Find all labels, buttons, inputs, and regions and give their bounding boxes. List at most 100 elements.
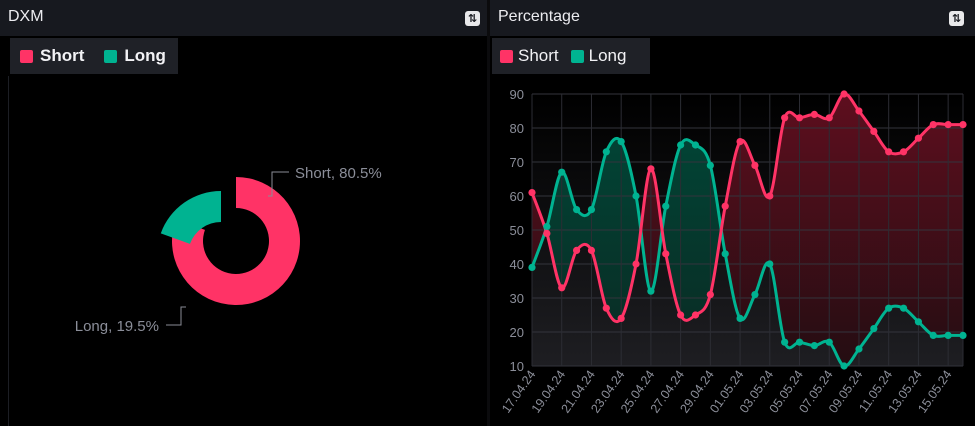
dxm-panel-header: DXM ⇅ — [0, 0, 487, 36]
data-point-long[interactable] — [855, 345, 863, 353]
percentage-panel-title: Percentage — [498, 8, 580, 25]
data-point-short[interactable] — [602, 304, 610, 312]
data-point-short[interactable] — [766, 192, 774, 200]
data-point-long[interactable] — [602, 148, 610, 156]
y-tick-label: 40 — [510, 257, 524, 272]
percentage-panel: Percentage ⇅ Short Long — [490, 0, 975, 426]
legend-label-short: Short — [40, 46, 85, 65]
data-point-long[interactable] — [558, 168, 566, 176]
chart-series — [528, 90, 967, 370]
legend-label-long: Long — [588, 46, 627, 65]
legend-swatch-long — [104, 49, 118, 63]
data-point-short[interactable] — [721, 202, 729, 210]
data-point-long[interactable] — [647, 287, 655, 295]
swap-vertical-icon[interactable]: ⇅ — [465, 11, 480, 26]
data-point-short[interactable] — [617, 314, 625, 322]
data-point-long[interactable] — [766, 260, 774, 268]
data-point-short[interactable] — [751, 161, 759, 169]
data-point-short[interactable] — [795, 114, 804, 122]
y-tick-label: 80 — [510, 121, 524, 136]
y-tick-label: 50 — [510, 223, 524, 238]
percentage-legend: Short Long — [492, 38, 651, 74]
data-point-long[interactable] — [810, 342, 818, 350]
data-point-short[interactable] — [543, 229, 551, 237]
data-point-long[interactable] — [587, 206, 596, 214]
legend-swatch-long — [570, 49, 584, 63]
pie-slice-short[interactable] — [172, 177, 301, 305]
legend-label-long: Long — [124, 46, 166, 65]
data-point-long[interactable] — [691, 141, 700, 149]
pie-data-label-short: Short, 80.5% — [295, 165, 382, 182]
y-tick-label: 90 — [510, 87, 524, 102]
data-point-long[interactable] — [721, 250, 729, 258]
data-point-short[interactable] — [825, 114, 833, 122]
legend-item-long[interactable]: Long — [570, 46, 627, 66]
data-point-short[interactable] — [929, 121, 937, 129]
data-point-long[interactable] — [899, 304, 908, 312]
pie-data-label-long: Long, 19.5% — [75, 318, 159, 335]
legend-item-short[interactable]: Short — [20, 46, 84, 66]
data-point-short[interactable] — [855, 107, 863, 115]
data-point-long[interactable] — [751, 291, 759, 299]
percentage-line-chart: 10203040506070809017.04.2419.04.2421.04.… — [499, 87, 967, 416]
data-point-short[interactable] — [528, 189, 536, 197]
data-point-long[interactable] — [959, 331, 967, 339]
data-point-short[interactable] — [944, 121, 952, 129]
data-point-long[interactable] — [706, 161, 714, 169]
data-point-long[interactable] — [914, 318, 923, 326]
swap-vertical-icon[interactable]: ⇅ — [949, 11, 964, 26]
data-point-long[interactable] — [870, 325, 878, 333]
dxm-legend: Short Long — [10, 38, 178, 74]
data-point-long[interactable] — [736, 314, 744, 322]
data-point-long[interactable] — [840, 362, 848, 370]
data-point-long[interactable] — [825, 338, 833, 346]
data-point-short[interactable] — [885, 148, 893, 156]
data-point-long[interactable] — [617, 138, 625, 146]
legend-swatch-short — [20, 49, 33, 63]
pie-slice-long[interactable] — [160, 191, 221, 244]
data-point-long[interactable] — [944, 331, 952, 339]
data-point-long[interactable] — [929, 331, 937, 339]
y-tick-label: 30 — [510, 291, 524, 306]
data-point-short[interactable] — [632, 260, 640, 268]
data-point-long[interactable] — [781, 338, 789, 346]
data-point-short[interactable] — [662, 250, 670, 258]
legend-item-short[interactable]: Short — [500, 46, 559, 66]
data-point-long[interactable] — [632, 192, 640, 200]
percentage-panel-header: Percentage ⇅ — [490, 0, 975, 36]
data-point-long[interactable] — [885, 304, 893, 312]
data-point-long[interactable] — [572, 206, 581, 214]
data-point-short[interactable] — [706, 291, 714, 299]
data-point-short[interactable] — [781, 114, 789, 122]
data-point-short[interactable] — [840, 90, 848, 98]
data-point-short[interactable] — [810, 110, 818, 118]
data-point-short[interactable] — [736, 138, 744, 146]
y-tick-label: 60 — [510, 189, 524, 204]
data-point-long[interactable] — [543, 223, 551, 231]
data-point-long[interactable] — [662, 202, 670, 210]
data-point-short[interactable] — [691, 311, 700, 319]
data-point-short[interactable] — [914, 134, 923, 142]
legend-item-long[interactable]: Long — [104, 46, 166, 66]
y-tick-label: 10 — [510, 359, 524, 374]
y-tick-label: 70 — [510, 155, 524, 170]
data-point-short[interactable] — [647, 165, 655, 173]
data-point-short[interactable] — [587, 246, 596, 254]
data-point-short[interactable] — [870, 127, 878, 135]
data-point-short[interactable] — [558, 284, 566, 292]
panel-divider — [8, 76, 9, 426]
dxm-pie-chart: Short, 80.5% Long, 19.5% — [75, 165, 382, 335]
dxm-panel: DXM ⇅ Short Long Short, 80.5% Long, 19.5… — [0, 0, 487, 426]
pie-leader-short — [268, 171, 289, 197]
data-point-short[interactable] — [959, 121, 967, 129]
y-tick-label: 20 — [510, 325, 524, 340]
data-point-short[interactable] — [572, 246, 581, 254]
data-point-long[interactable] — [795, 338, 804, 346]
data-point-long[interactable] — [677, 141, 685, 149]
legend-swatch-short — [500, 49, 513, 63]
data-point-short[interactable] — [677, 311, 685, 319]
data-point-long[interactable] — [528, 263, 536, 271]
dxm-panel-title: DXM — [8, 8, 44, 25]
data-point-short[interactable] — [899, 148, 908, 156]
pie-leader-long — [166, 306, 186, 326]
